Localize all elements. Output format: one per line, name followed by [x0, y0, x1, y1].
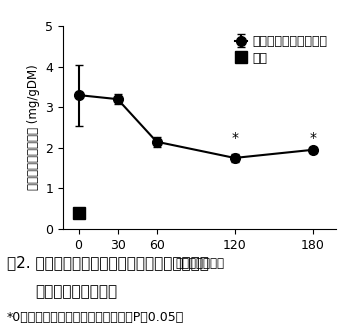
X-axis label: 谯蔵期間（日）: 谯蔵期間（日） [175, 257, 224, 270]
Y-axis label: アントシアニン含量 (mg/gDM): アントシアニン含量 (mg/gDM) [27, 65, 40, 190]
Text: *: * [231, 131, 238, 145]
Text: レージ谯蔵中の変化: レージ谯蔵中の変化 [35, 284, 117, 300]
Text: 囲2. トウモロコシ中アントシアニン含量のサイ: 囲2. トウモロコシ中アントシアニン含量のサイ [7, 255, 209, 270]
Text: *: * [153, 138, 160, 152]
Text: *: * [309, 131, 316, 145]
Legend: アントシアニン高含有, 通常: アントシアニン高含有, 通常 [232, 32, 330, 67]
Text: *0日目の数値との間に有意差あり（P＜0.05）: *0日目の数値との間に有意差あり（P＜0.05） [7, 311, 184, 324]
